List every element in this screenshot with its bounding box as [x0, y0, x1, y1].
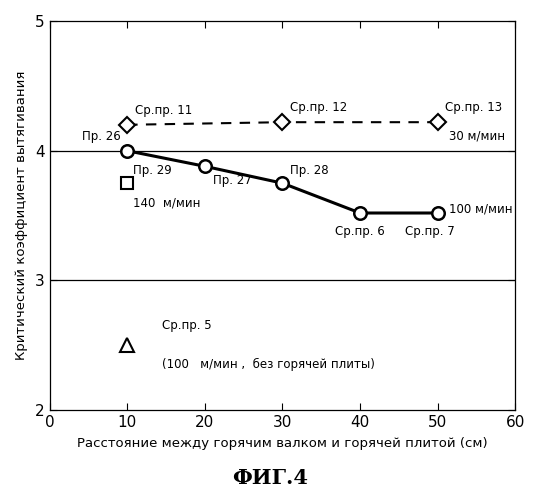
- Text: (100   м/мин ,  без горячей плиты): (100 м/мин , без горячей плиты): [162, 358, 375, 372]
- Text: Ср.пр. 11: Ср.пр. 11: [135, 104, 192, 117]
- Text: Пр. 28: Пр. 28: [290, 164, 329, 176]
- Text: Пр. 27: Пр. 27: [213, 174, 251, 187]
- Text: 140  м/мин: 140 м/мин: [133, 196, 201, 209]
- Text: Ср.пр. 12: Ср.пр. 12: [290, 102, 347, 114]
- Text: Пр. 26: Пр. 26: [82, 130, 121, 143]
- Y-axis label: Критический коэффициент вытягивания: Критический коэффициент вытягивания: [15, 71, 28, 360]
- Text: 100 м/мин: 100 м/мин: [449, 202, 513, 215]
- X-axis label: Расстояние между горячим валком и горячей плитой (см): Расстояние между горячим валком и горяче…: [77, 437, 488, 450]
- Text: Ср.пр. 5: Ср.пр. 5: [162, 320, 212, 332]
- Text: Ср.пр. 7: Ср.пр. 7: [405, 224, 455, 237]
- Text: Ср.пр. 6: Ср.пр. 6: [335, 224, 385, 237]
- Text: ФИГ.4: ФИГ.4: [232, 468, 308, 487]
- Text: Ср.пр. 13: Ср.пр. 13: [446, 102, 503, 114]
- Text: 30 м/мин: 30 м/мин: [449, 130, 505, 143]
- Text: Пр. 29: Пр. 29: [133, 164, 172, 176]
